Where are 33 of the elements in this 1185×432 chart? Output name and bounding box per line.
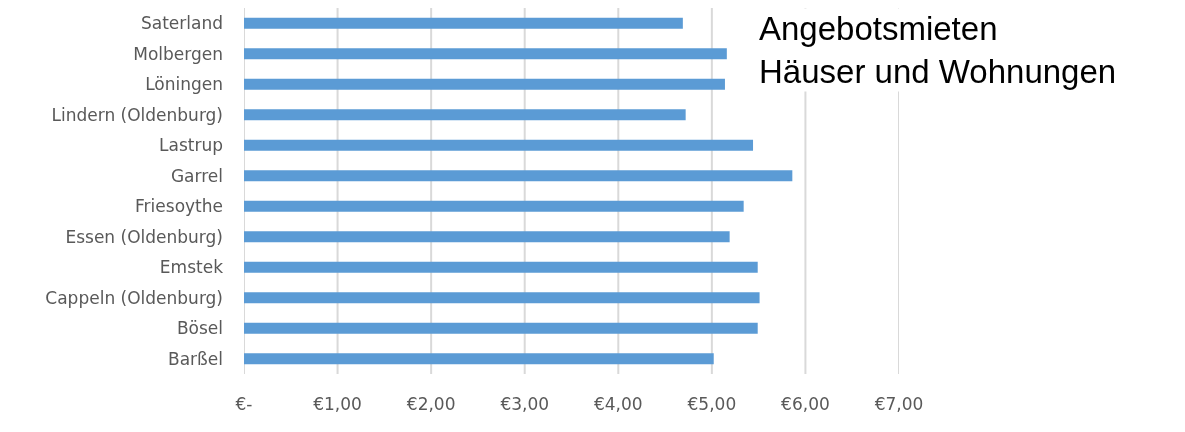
x-tick-label: €5,00 — [687, 394, 737, 414]
y-tick-label: Lindern (Oldenburg) — [51, 104, 223, 125]
x-tick-label: €6,00 — [781, 394, 830, 414]
bar — [244, 48, 727, 60]
y-tick-label: Löningen — [145, 74, 223, 95]
x-tick-label: €1,00 — [313, 394, 362, 414]
y-tick-label: Essen (Oldenburg) — [65, 226, 223, 247]
y-tick-label: Garrel — [170, 165, 223, 186]
bar — [244, 109, 686, 121]
x-tick-label: €2,00 — [406, 394, 456, 414]
y-tick-label: Cappeln (Oldenburg) — [45, 287, 223, 308]
y-tick-label: Saterland — [140, 13, 223, 34]
y-tick-label: Friesoythe — [135, 196, 223, 217]
bar — [244, 231, 730, 243]
y-tick-label: Barßel — [168, 348, 223, 369]
bar — [244, 261, 758, 273]
bar — [244, 353, 714, 365]
x-tick-label: €- — [235, 394, 253, 414]
y-tick-label: Emstek — [159, 257, 224, 278]
y-tick-label: Molbergen — [133, 43, 223, 64]
bar — [244, 322, 758, 334]
bar — [244, 78, 725, 90]
bar — [244, 200, 744, 212]
y-tick-label: Bösel — [176, 318, 223, 339]
bar — [244, 292, 760, 304]
bar — [244, 139, 754, 151]
x-tick-label: €4,00 — [593, 394, 643, 414]
x-tick-label: €7,00 — [874, 394, 924, 414]
text: Angebotsmieten Häuser und Wohnungen — [759, 10, 1117, 90]
x-tick-label: €3,00 — [500, 394, 550, 414]
bar — [244, 170, 793, 182]
bar — [244, 17, 683, 29]
y-tick-label: Lastrup — [159, 135, 223, 156]
